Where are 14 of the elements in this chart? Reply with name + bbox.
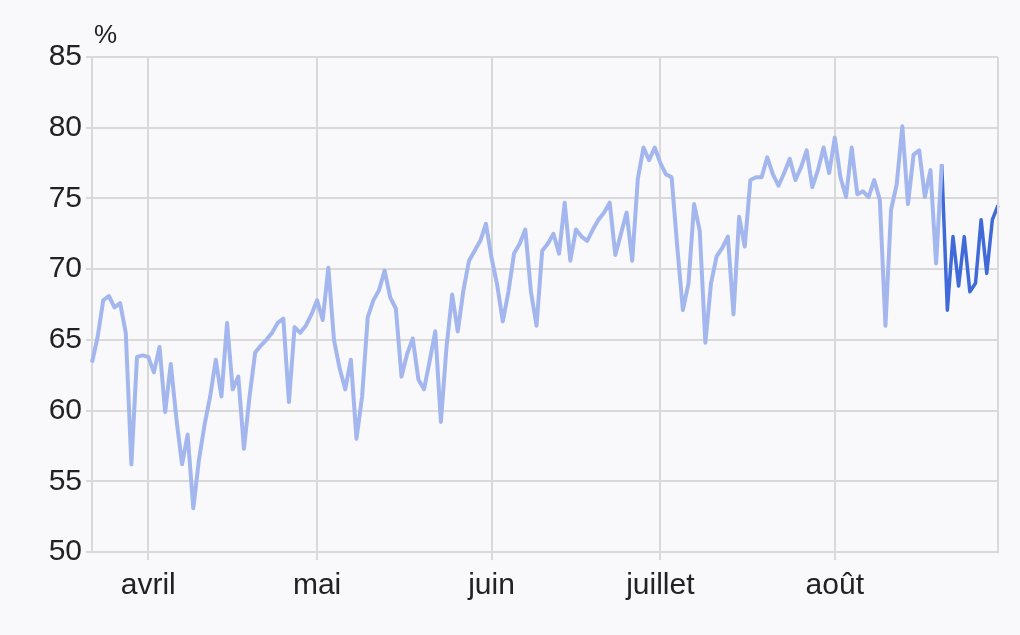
x-tick-label: juin [467,567,515,601]
y-axis-title: % [94,19,118,50]
y-tick-label: 85 [48,38,82,72]
x-tick-label: juillet [625,567,696,601]
y-tick-label: 80 [48,108,82,142]
y-tick-label: 60 [48,391,82,425]
y-tick-label: 75 [48,179,82,213]
y-tick-label: 65 [48,321,82,355]
x-tick-label: août [805,567,865,601]
x-tick-label: mai [292,567,342,601]
y-tick-label: 55 [48,462,82,496]
x-tick-label: avril [120,567,176,601]
y-tick-label: 50 [48,533,82,567]
y-tick-label: 70 [48,250,82,284]
